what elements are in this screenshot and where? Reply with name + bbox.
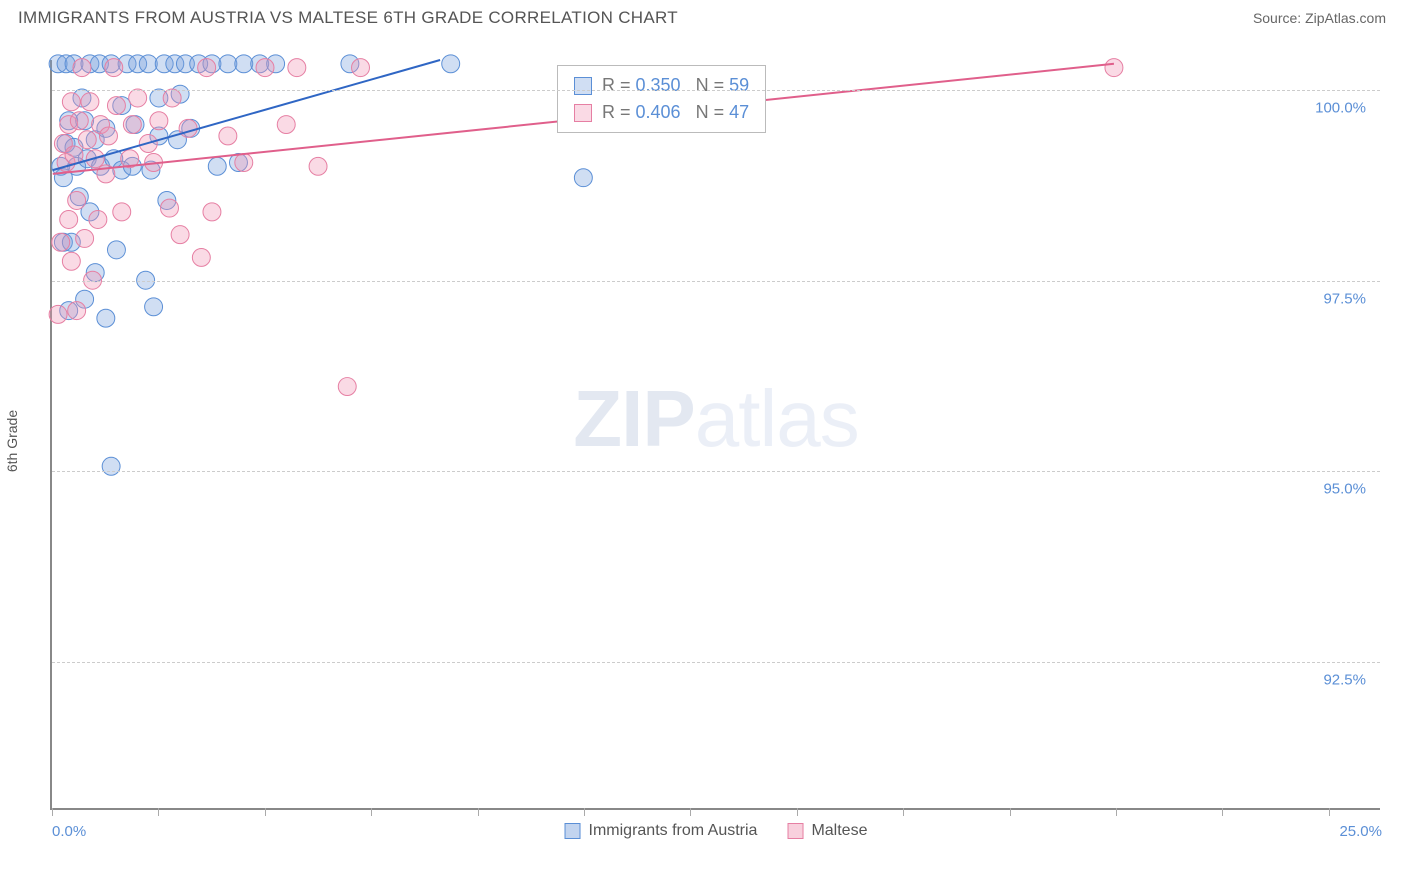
x-tick (584, 808, 585, 816)
x-tick (903, 808, 904, 816)
chart-source: Source: ZipAtlas.com (1253, 10, 1386, 26)
data-point (123, 116, 141, 134)
data-point (62, 93, 80, 111)
data-point (179, 119, 197, 137)
data-point (574, 169, 592, 187)
data-point (208, 157, 226, 175)
data-point (163, 89, 181, 107)
plot-svg (52, 60, 1380, 808)
data-point (70, 112, 88, 130)
x-tick (52, 808, 53, 816)
legend-item: Maltese (787, 822, 867, 840)
data-point (442, 55, 460, 73)
data-point (145, 298, 163, 316)
gridline (52, 90, 1380, 91)
y-tick-label: 95.0% (1319, 481, 1370, 498)
gridline (52, 662, 1380, 663)
x-tick (1222, 808, 1223, 816)
legend-swatch (787, 823, 803, 839)
data-point (139, 55, 157, 73)
x-tick (797, 808, 798, 816)
legend-label: Immigrants from Austria (589, 822, 758, 840)
data-point (288, 59, 306, 77)
x-tick (371, 808, 372, 816)
x-tick (690, 808, 691, 816)
data-point (235, 55, 253, 73)
data-point (81, 93, 99, 111)
y-tick-label: 97.5% (1319, 290, 1370, 307)
data-point (52, 233, 70, 251)
data-point (60, 210, 78, 228)
legend-r-text: R = 0.406 N = 47 (602, 99, 749, 126)
legend-row: R = 0.406 N = 47 (574, 99, 749, 126)
data-point (277, 116, 295, 134)
data-point (102, 457, 120, 475)
data-point (105, 59, 123, 77)
y-tick-label: 92.5% (1319, 671, 1370, 688)
legend-label: Maltese (811, 822, 867, 840)
legend-r-text: R = 0.350 N = 59 (602, 72, 749, 99)
legend-swatch (565, 823, 581, 839)
legend-item: Immigrants from Austria (565, 822, 758, 840)
x-tick (1010, 808, 1011, 816)
data-point (1105, 59, 1123, 77)
data-point (198, 59, 216, 77)
data-point (107, 241, 125, 259)
x-tick (1116, 808, 1117, 816)
data-point (107, 97, 125, 115)
y-tick-label: 100.0% (1311, 100, 1370, 117)
data-point (73, 59, 91, 77)
data-point (89, 210, 107, 228)
data-point (192, 248, 210, 266)
data-point (203, 203, 221, 221)
data-point (150, 112, 168, 130)
data-point (68, 192, 86, 210)
x-tick-label: 0.0% (52, 823, 86, 840)
data-point (161, 199, 179, 217)
data-point (129, 89, 147, 107)
series-legend: Immigrants from Austria Maltese (565, 822, 868, 840)
data-point (338, 378, 356, 396)
data-point (113, 203, 131, 221)
plot-area: ZIPatlas R = 0.350 N = 59R = 0.406 N = 4… (50, 60, 1380, 810)
data-point (100, 127, 118, 145)
data-point (219, 55, 237, 73)
source-value: ZipAtlas.com (1305, 10, 1386, 26)
data-point (352, 59, 370, 77)
chart-title: IMMIGRANTS FROM AUSTRIA VS MALTESE 6TH G… (18, 8, 678, 28)
data-point (171, 226, 189, 244)
legend-swatch (574, 104, 592, 122)
data-point (309, 157, 327, 175)
chart-container: 6th Grade ZIPatlas R = 0.350 N = 59R = 0… (0, 40, 1406, 842)
x-tick (1329, 808, 1330, 816)
source-label: Source: (1253, 10, 1301, 26)
gridline (52, 281, 1380, 282)
data-point (49, 305, 67, 323)
x-tick (158, 808, 159, 816)
data-point (97, 309, 115, 327)
data-point (76, 229, 94, 247)
data-point (65, 146, 83, 164)
data-point (78, 131, 96, 149)
data-point (256, 59, 274, 77)
data-point (235, 154, 253, 172)
y-axis-label: 6th Grade (4, 410, 20, 472)
data-point (219, 127, 237, 145)
legend-swatch (574, 77, 592, 95)
x-tick (265, 808, 266, 816)
legend-row: R = 0.350 N = 59 (574, 72, 749, 99)
correlation-legend-box: R = 0.350 N = 59R = 0.406 N = 47 (557, 65, 766, 133)
data-point (62, 252, 80, 270)
x-tick-label: 25.0% (1339, 823, 1382, 840)
x-tick (478, 808, 479, 816)
chart-header: IMMIGRANTS FROM AUSTRIA VS MALTESE 6TH G… (0, 0, 1406, 32)
gridline (52, 471, 1380, 472)
data-point (68, 302, 86, 320)
